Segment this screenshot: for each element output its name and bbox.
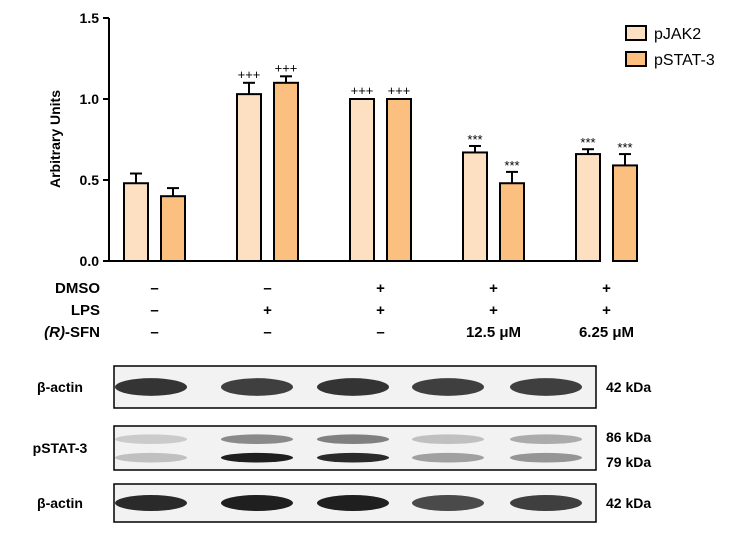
treatment-value: + [489,280,498,297]
blot-band [221,452,293,463]
bar-pstat-3 [612,164,638,262]
blot-band [412,434,484,445]
blot-band [317,378,389,396]
blot-band [115,378,187,396]
blot-band [317,434,389,445]
treatment-label-italic: (R) [44,324,65,341]
blot-band [412,452,484,463]
blot-band [221,434,293,445]
significance-label: +++ [275,60,298,75]
treatment-value: + [489,302,498,319]
blot-band [510,378,582,396]
kda-label: 86 kDa [606,429,651,445]
legend-label: pJAK2 [654,26,701,43]
y-axis-label: Arbitrary Units [47,90,63,188]
blot-band [115,495,187,511]
significance-label: *** [504,158,519,173]
blot-band [317,495,389,511]
blot-band [510,452,582,463]
treatment-row-label: LPS [71,302,100,319]
legend-swatch-pjak2 [625,25,647,41]
y-tick-label: 1.0 [80,91,100,107]
bar-pstat-3 [386,98,412,262]
significance-label: *** [580,135,595,150]
kda-label: 79 kDa [606,454,651,470]
y-tick-label: 0.5 [80,172,100,188]
treatment-value: – [150,280,158,297]
treatment-value: – [150,302,158,319]
bar-pstat-3 [499,182,525,263]
legend-label: pSTAT-3 [654,52,715,69]
blot-panel [113,425,597,471]
blot-label: pSTAT-3 [33,440,88,456]
significance-label: *** [467,132,482,147]
treatment-value: – [150,324,158,341]
blot-band [412,378,484,396]
blot-band [510,495,582,511]
bar-pstat-3 [273,81,299,262]
treatment-value: + [376,302,385,319]
kda-label: 42 kDa [606,379,651,395]
bar-pjak2 [462,151,488,263]
bar-pjak2 [123,182,149,263]
treatment-value: + [376,280,385,297]
blot-label: β-actin [37,495,83,511]
blot-band [115,452,187,463]
significance-label: +++ [351,83,374,98]
treatment-value: + [263,302,272,319]
kda-label: 42 kDa [606,495,651,511]
western-blots: β-actin 42 kDa pSTAT-3 86 kDa 79 kDa β-actin 4… [33,365,651,523]
legend: pJAK2 pSTAT-3 [625,25,715,69]
treatment-value: – [263,280,271,297]
treatment-value: + [602,302,611,319]
treatment-value: 6.25 μM [579,324,634,341]
bar-pjak2 [236,93,262,262]
blot-band [317,452,389,463]
blot-label: β-actin [37,379,83,395]
treatment-value: 12.5 μM [466,324,521,341]
bar-pjak2 [349,98,375,262]
blot-band [510,434,582,445]
significance-label: +++ [388,83,411,98]
treatment-label-suffix: -SFN [65,324,100,341]
blot-band [221,378,293,396]
plot-area: 0.0 0.5 1.0 1.5 +++ +++ +++ +++ *** *** *** *** [80,10,638,269]
significance-label: +++ [238,67,261,82]
y-tick-label: 0.0 [80,253,100,269]
blot-band [221,495,293,511]
treatment-value: – [376,324,384,341]
treatment-row-label: (R)-SFN [44,324,100,341]
blot-band [412,495,484,511]
treatment-row-label: DMSO [55,280,100,297]
treatment-value: – [263,324,271,341]
bar-pstat-3 [160,195,186,262]
blot-band [115,434,187,445]
treatment-value: + [602,280,611,297]
legend-swatch-pstat-3 [625,51,647,67]
significance-label: *** [617,140,632,155]
bar-pjak2 [575,153,601,262]
y-tick-label: 1.5 [80,10,100,26]
treatment-table: DMSO – – + + + LPS – + + + + (R)-SFN – – – 12.5 μM 6.25 μ… [44,280,634,341]
